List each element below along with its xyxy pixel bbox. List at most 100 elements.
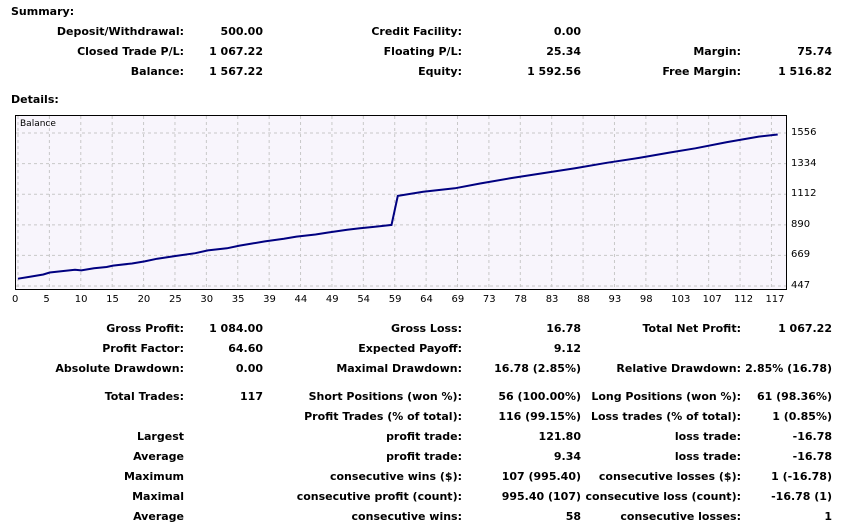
largest-label: Largest [137, 430, 184, 443]
chart-title: Balance [20, 119, 56, 129]
total-trades-value: 117 [240, 390, 263, 403]
balance-chart: Balance [15, 115, 787, 290]
avg-consec-losses-value: 1 [824, 510, 832, 523]
rel-drawdown-label: Relative Drawdown: [616, 362, 741, 375]
y-tick-label: 669 [791, 249, 811, 261]
max-consec-wins-label: consecutive wins ($): [329, 470, 462, 483]
average-label: Average [133, 450, 184, 463]
x-tick-label: 69 [451, 294, 465, 305]
total-trades-label: Total Trades: [104, 390, 184, 403]
average-loss-value: -16.78 [792, 450, 832, 463]
y-tick-label: 1556 [791, 127, 817, 138]
equity-label: Equity: [418, 65, 462, 78]
y-tick-label: 1112 [791, 188, 817, 200]
maximal-consec-profit-label: consecutive profit (count): [296, 490, 462, 503]
x-tick-label: 64 [420, 294, 433, 305]
x-tick-label: 35 [231, 294, 245, 305]
margin-value: 75.74 [797, 45, 832, 58]
max-consec-losses-value: 1 (-16.78) [771, 470, 832, 483]
x-tick-label: 54 [357, 294, 371, 305]
rel-drawdown-value: 2.85% (16.78) [745, 362, 832, 375]
maximum-label: Maximum [124, 470, 184, 483]
long-positions-label: Long Positions (won %): [591, 390, 741, 403]
balance-series-line [17, 133, 778, 280]
long-positions-value: 61 (98.36%) [756, 390, 832, 403]
x-tick-label: 73 [482, 294, 496, 305]
balance-chart-plot [16, 116, 786, 289]
x-tick-label: 117 [765, 294, 785, 305]
gross-loss-label: Gross Loss: [391, 322, 462, 335]
balance-label: Balance: [130, 65, 184, 78]
floating-value: 25.34 [546, 45, 581, 58]
y-tick-label: 890 [791, 218, 811, 230]
profit-factor-label: Profit Factor: [102, 342, 184, 355]
largest-loss-value: -16.78 [792, 430, 832, 443]
x-tick-label: 112 [734, 294, 754, 305]
largest-loss-label: loss trade: [674, 430, 741, 443]
expected-payoff-value: 9.12 [553, 342, 581, 355]
closed-pl-value: 1 067.22 [209, 45, 263, 58]
x-tick-label: 98 [639, 294, 653, 305]
largest-profit-value: 121.80 [538, 430, 581, 443]
maximal-label: Maximal [132, 490, 184, 503]
x-tick-label: 83 [545, 294, 559, 305]
x-tick-label: 0 [12, 294, 19, 305]
closed-pl-label: Closed Trade P/L: [77, 45, 184, 58]
gross-loss-value: 16.78 [546, 322, 581, 335]
credit-value: 0.00 [553, 25, 581, 38]
average-loss-label: loss trade: [674, 450, 741, 463]
x-tick-label: 10 [74, 294, 88, 305]
credit-label: Credit Facility: [371, 25, 462, 38]
free-margin-label: Free Margin: [662, 65, 741, 78]
x-tick-label: 39 [263, 294, 276, 305]
summary-header: Summary: [11, 5, 75, 18]
x-tick-label: 78 [514, 294, 528, 305]
x-tick-label: 59 [388, 294, 402, 305]
deposit-value: 500.00 [220, 25, 263, 38]
max-drawdown-value: 16.78 (2.85%) [494, 362, 581, 375]
x-tick-label: 20 [137, 294, 151, 305]
x-tick-label: 103 [671, 294, 691, 305]
short-positions-label: Short Positions (won %): [308, 390, 462, 403]
x-tick-label: 44 [294, 294, 308, 305]
average2-label: Average [133, 510, 184, 523]
free-margin-value: 1 516.82 [778, 65, 832, 78]
profit-trades-value: 116 (99.15%) [498, 410, 581, 423]
max-consec-losses-label: consecutive losses ($): [598, 470, 741, 483]
maximal-consec-profit-value: 995.40 (107) [501, 490, 581, 503]
y-tick-label: 447 [791, 280, 811, 291]
balance-value: 1 567.22 [209, 65, 263, 78]
x-tick-label: 93 [608, 294, 622, 305]
profit-factor-value: 64.60 [228, 342, 263, 355]
profit-trades-label: Profit Trades (% of total): [304, 410, 462, 423]
x-tick-label: 107 [702, 294, 722, 305]
x-tick-label: 5 [43, 294, 50, 305]
max-drawdown-label: Maximal Drawdown: [336, 362, 462, 375]
floating-label: Floating P/L: [383, 45, 462, 58]
net-profit-label: Total Net Profit: [642, 322, 742, 335]
x-tick-label: 30 [200, 294, 214, 305]
maximal-consec-loss-value: -16.78 (1) [771, 490, 832, 503]
deposit-label: Deposit/Withdrawal: [56, 25, 184, 38]
largest-profit-label: profit trade: [386, 430, 462, 443]
x-tick-label: 15 [106, 294, 119, 305]
details-header: Details: [11, 93, 59, 106]
short-positions-value: 56 (100.00%) [498, 390, 581, 403]
gross-profit-label: Gross Profit: [106, 322, 184, 335]
net-profit-value: 1 067.22 [778, 322, 832, 335]
avg-consec-losses-label: consecutive losses: [620, 510, 741, 523]
average-profit-label: profit trade: [386, 450, 462, 463]
avg-consec-wins-value: 58 [565, 510, 581, 523]
x-tick-label: 25 [168, 294, 182, 305]
gross-profit-value: 1 084.00 [209, 322, 263, 335]
avg-consec-wins-label: consecutive wins: [351, 510, 462, 523]
x-tick-label: 88 [577, 294, 590, 305]
x-tick-label: 49 [325, 294, 339, 305]
loss-trades-label: Loss trades (% of total): [590, 410, 741, 423]
max-consec-wins-value: 107 (995.40) [501, 470, 581, 483]
average-profit-value: 9.34 [553, 450, 581, 463]
y-tick-label: 1334 [791, 157, 817, 169]
abs-drawdown-label: Absolute Drawdown: [55, 362, 184, 375]
abs-drawdown-value: 0.00 [235, 362, 263, 375]
maximal-consec-loss-label: consecutive loss (count): [585, 490, 741, 503]
